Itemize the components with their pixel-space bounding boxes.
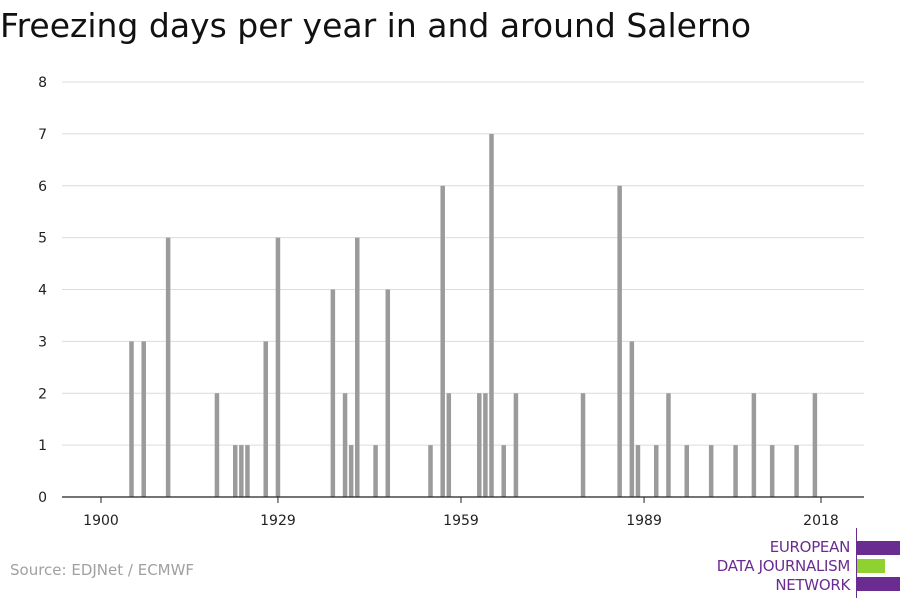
bar-1987 — [629, 341, 635, 497]
logo-divider — [856, 528, 857, 598]
logo-stripe-top — [857, 541, 900, 555]
bar-1911 — [165, 237, 171, 497]
bar-1924 — [245, 445, 250, 497]
bar-1919 — [214, 393, 220, 497]
bar-1996 — [684, 445, 690, 497]
x-tick-label-2018: 2018 — [803, 513, 839, 529]
y-tick-label-6: 6 — [38, 179, 47, 195]
y-tick-label-4: 4 — [38, 283, 47, 299]
bar-1968 — [513, 393, 519, 497]
y-tick-label-0: 0 — [38, 490, 47, 506]
y-tick-label-8: 8 — [38, 75, 47, 91]
bar-1991 — [654, 445, 659, 497]
logo-line-network: NETWORK — [775, 576, 850, 594]
y-tick-label-5: 5 — [38, 231, 47, 247]
bar-1923 — [239, 445, 244, 497]
y-tick-label-2: 2 — [38, 386, 47, 402]
bar-2000 — [708, 445, 714, 497]
bar-1929 — [275, 237, 281, 497]
bar-1905 — [129, 341, 134, 497]
x-tick-label-1900: 1900 — [83, 513, 119, 529]
logo-line-data-journalism: DATA JOURNALISM — [716, 557, 851, 575]
y-tick-label-7: 7 — [38, 127, 47, 143]
bar-1985 — [617, 185, 622, 497]
bar-1957 — [446, 393, 452, 497]
bar-1963 — [483, 393, 488, 497]
bar-1938 — [330, 289, 336, 497]
x-tick-label-1959: 1959 — [443, 513, 479, 529]
bar-1942 — [355, 237, 360, 497]
bar-1954 — [428, 445, 433, 497]
bar-2017 — [812, 393, 818, 497]
source-note: Source: EDJNet / ECMWF — [10, 561, 195, 579]
bar-1993 — [666, 393, 671, 497]
bar-1940 — [342, 393, 348, 497]
bar-1907 — [141, 341, 146, 497]
bar-1945 — [373, 445, 378, 497]
logo-text: EUROPEAN DATA JOURNALISM NETWORK — [716, 538, 851, 595]
x-tick-label-1929: 1929 — [260, 513, 296, 529]
bar-2004 — [733, 445, 738, 497]
bar-1956 — [440, 185, 445, 497]
logo-line-european: EUROPEAN — [769, 538, 851, 556]
x-tick-label-1989: 1989 — [626, 513, 662, 529]
bar-1962 — [477, 393, 482, 497]
bar-1927 — [263, 341, 268, 497]
logo-stripe-middle — [857, 559, 885, 573]
bar-1922 — [232, 445, 238, 497]
bar-1979 — [580, 393, 586, 497]
chart-title: Freezing days per year in and around Sal… — [0, 6, 752, 45]
edjnet-logo: EUROPEAN DATA JOURNALISM NETWORK — [700, 528, 900, 598]
bar-1988 — [635, 445, 641, 497]
bar-2010 — [769, 445, 775, 497]
bar-1947 — [385, 289, 391, 497]
bar-1966 — [501, 445, 506, 497]
bar-2007 — [751, 393, 757, 497]
bar-1964 — [489, 133, 494, 497]
bar-2014 — [794, 445, 799, 497]
bar-1941 — [348, 445, 354, 497]
logo-stripe-bottom — [857, 577, 900, 591]
y-tick-label-3: 3 — [38, 334, 47, 350]
y-tick-label-1: 1 — [38, 438, 47, 454]
